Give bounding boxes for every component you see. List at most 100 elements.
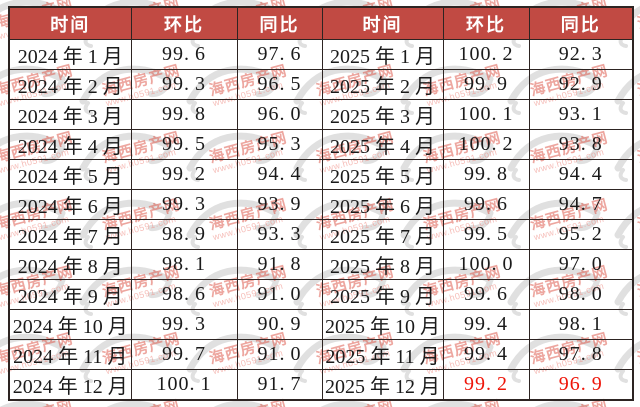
cell-index-value: 91. 8 (236, 249, 323, 280)
cell-index-value: 95. 2 (528, 219, 634, 250)
watermark-brand: 海西房产网 (635, 197, 640, 234)
cell-index-value: 92. 3 (528, 39, 634, 70)
cell-month: 2024 年 1 月 (8, 39, 132, 70)
table-container: 时间 环比 同比 时间 环比 同比 2024 年 1 月 99. 6 97. 6 20… (8, 6, 634, 401)
cell-month: 2024 年 2 月 (8, 69, 132, 100)
header-time-2: 时间 (321, 6, 444, 40)
cell-month: 2025 年 11 月 (321, 339, 444, 370)
cell-month: 2024 年 3 月 (8, 99, 132, 130)
cell-index-value: 100. 2 (442, 129, 530, 160)
cell-index-value: 94. 4 (236, 159, 323, 190)
cell-month: 2024 年 4 月 (8, 129, 132, 160)
cell-index-value: 99. 8 (442, 159, 530, 190)
watermark-brand: 海西房产网 (635, 0, 640, 33)
cell-month: 2024 年 9 月 (8, 279, 132, 310)
cell-index-value: 99. 2 (130, 159, 238, 190)
header-time-1: 时间 (8, 6, 132, 40)
cell-month: 2025 年 7 月 (321, 219, 444, 250)
cell-index-value: 93. 3 (236, 219, 323, 250)
cell-index-value: 100. 1 (130, 369, 238, 401)
cell-index-value: 91. 0 (236, 339, 323, 370)
table-row: 2024 年 8 月 98. 1 91. 8 2025 年 8 月 100. 0 97. … (8, 249, 634, 280)
cell-month: 2025 年 6 月 (321, 189, 444, 220)
cell-index-value: 98. 1 (130, 249, 238, 280)
cell-index-value: 100. 0 (442, 249, 530, 280)
cell-index-value: 99. 5 (130, 129, 238, 160)
cell-month: 2024 年 11 月 (8, 339, 132, 370)
cell-month: 2024 年 12 月 (8, 369, 132, 401)
watermark-brand: 海西房产网 (635, 63, 640, 100)
table-row: 2024 年 10 月 99. 3 90. 9 2025 年 10 月 99. 4 98.… (8, 309, 634, 340)
table-row: 2024 年 12 月 100. 1 91. 7 2025 年 12 月 99. 2 96… (8, 369, 634, 401)
cell-index-value: 91. 7 (236, 369, 323, 401)
cell-index-value: 95. 3 (236, 129, 323, 160)
cell-index-value: 100. 1 (442, 99, 530, 130)
cell-index-value: 97. 6 (236, 39, 323, 70)
cell-index-value: 96. 9 (528, 369, 634, 401)
table-row: 2024 年 1 月 99. 6 97. 6 2025 年 1 月 100. 2 92. … (8, 39, 634, 70)
table-row: 2024 年 5 月 99. 2 94. 4 2025 年 5 月 99. 8 94. 4 (8, 159, 634, 190)
cell-month: 2025 年 10 月 (321, 309, 444, 340)
cell-month: 2025 年 1 月 (321, 39, 444, 70)
header-yoy-2: 同比 (528, 6, 634, 40)
table-row: 2024 年 3 月 99. 8 96. 0 2025 年 3 月 100. 1 93. … (8, 99, 634, 130)
cell-month: 2025 年 5 月 (321, 159, 444, 190)
header-yoy-1: 同比 (236, 6, 323, 40)
cell-index-value: 99. 4 (442, 309, 530, 340)
header-mom-2: 环比 (442, 6, 530, 40)
cell-month: 2025 年 8 月 (321, 249, 444, 280)
cell-index-value: 99. 9 (442, 69, 530, 100)
cell-index-value: 91. 0 (236, 279, 323, 310)
cell-month: 2024 年 5 月 (8, 159, 132, 190)
cell-month: 2025 年 3 月 (321, 99, 444, 130)
cell-index-value: 98. 0 (528, 279, 634, 310)
cell-index-value: 92. 9 (528, 69, 634, 100)
cell-index-value: 96. 5 (236, 69, 323, 100)
cell-index-value: 94. 4 (528, 159, 634, 190)
cell-index-value: 99. 3 (130, 309, 238, 340)
cell-index-value: 98. 9 (130, 219, 238, 250)
cell-index-value: 93. 8 (528, 129, 634, 160)
watermark-brand: 海西房产网 (635, 130, 640, 167)
cell-index-value: 90. 9 (236, 309, 323, 340)
cell-index-value: 94. 7 (528, 189, 634, 220)
cell-month: 2025 年 2 月 (321, 69, 444, 100)
cell-index-value: 93. 1 (528, 99, 634, 130)
cell-month: 2025 年 9 月 (321, 279, 444, 310)
cell-index-value: 100. 2 (442, 39, 530, 70)
cell-index-value: 93. 9 (236, 189, 323, 220)
cell-index-value: 99. 6 (442, 279, 530, 310)
cell-month: 2024 年 6 月 (8, 189, 132, 220)
table-row: 2024 年 6 月 99. 3 93. 9 2025 年 6 月 99. 6 94. 7 (8, 189, 634, 220)
price-index-table: 时间 环比 同比 时间 环比 同比 2024 年 1 月 99. 6 97. 6 20… (8, 6, 634, 401)
watermark-brand: 海西房产网 (635, 331, 640, 368)
cell-index-value: 98. 6 (130, 279, 238, 310)
cell-index-value: 99. 7 (130, 339, 238, 370)
cell-index-value: 99. 5 (442, 219, 530, 250)
cell-month: 2024 年 7 月 (8, 219, 132, 250)
cell-index-value: 98. 1 (528, 309, 634, 340)
cell-index-value: 99. 3 (130, 69, 238, 100)
cell-month: 2025 年 4 月 (321, 129, 444, 160)
watermark-brand: 海西房产网 (635, 264, 640, 301)
cell-index-value: 99. 2 (442, 369, 530, 401)
cell-index-value: 99. 3 (130, 189, 238, 220)
cell-month: 2024 年 8 月 (8, 249, 132, 280)
table-row: 2024 年 4 月 99. 5 95. 3 2025 年 4 月 100. 2 93. … (8, 129, 634, 160)
watermark-brand: 海西房产网 (636, 398, 640, 407)
cell-index-value: 99. 4 (442, 339, 530, 370)
cell-index-value: 97. 8 (528, 339, 634, 370)
cell-index-value: 96. 0 (236, 99, 323, 130)
cell-index-value: 99. 6 (130, 39, 238, 70)
table-body: 2024 年 1 月 99. 6 97. 6 2025 年 1 月 100. 2 92. … (8, 39, 634, 401)
header-mom-1: 环比 (130, 6, 238, 40)
cell-index-value: 97. 0 (528, 249, 634, 280)
cell-month: 2024 年 10 月 (8, 309, 132, 340)
